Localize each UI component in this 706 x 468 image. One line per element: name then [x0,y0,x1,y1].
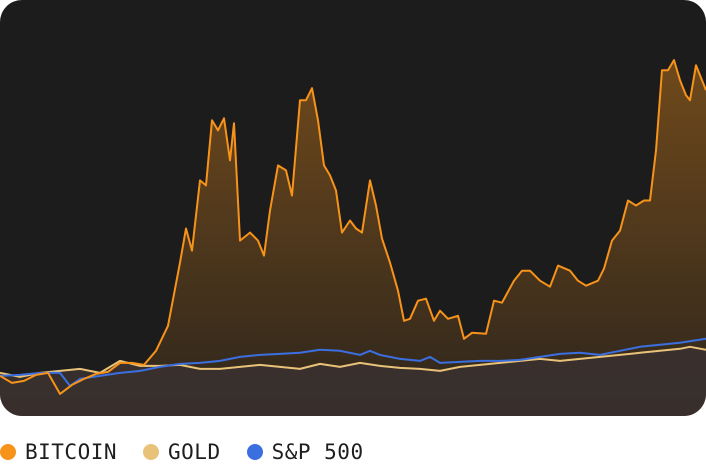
line [0,337,706,387]
legend-swatch [246,444,263,460]
legend-swatch [0,444,16,460]
legend-swatch [143,444,160,460]
line [0,59,706,395]
chart [0,0,706,416]
legend-item: GOLD [143,440,221,464]
legend-label: GOLD [168,440,221,464]
area [0,346,706,416]
legend-item: BITCOIN [0,440,117,464]
legend-label: BITCOIN [25,440,118,464]
legend-item: S&P 500 [246,440,364,464]
plot-area [0,59,706,416]
line [0,345,706,378]
area [0,60,706,416]
legend-label: S&P 500 [271,440,364,464]
legend: BITCOIN GOLD S&P 500 [0,436,364,468]
